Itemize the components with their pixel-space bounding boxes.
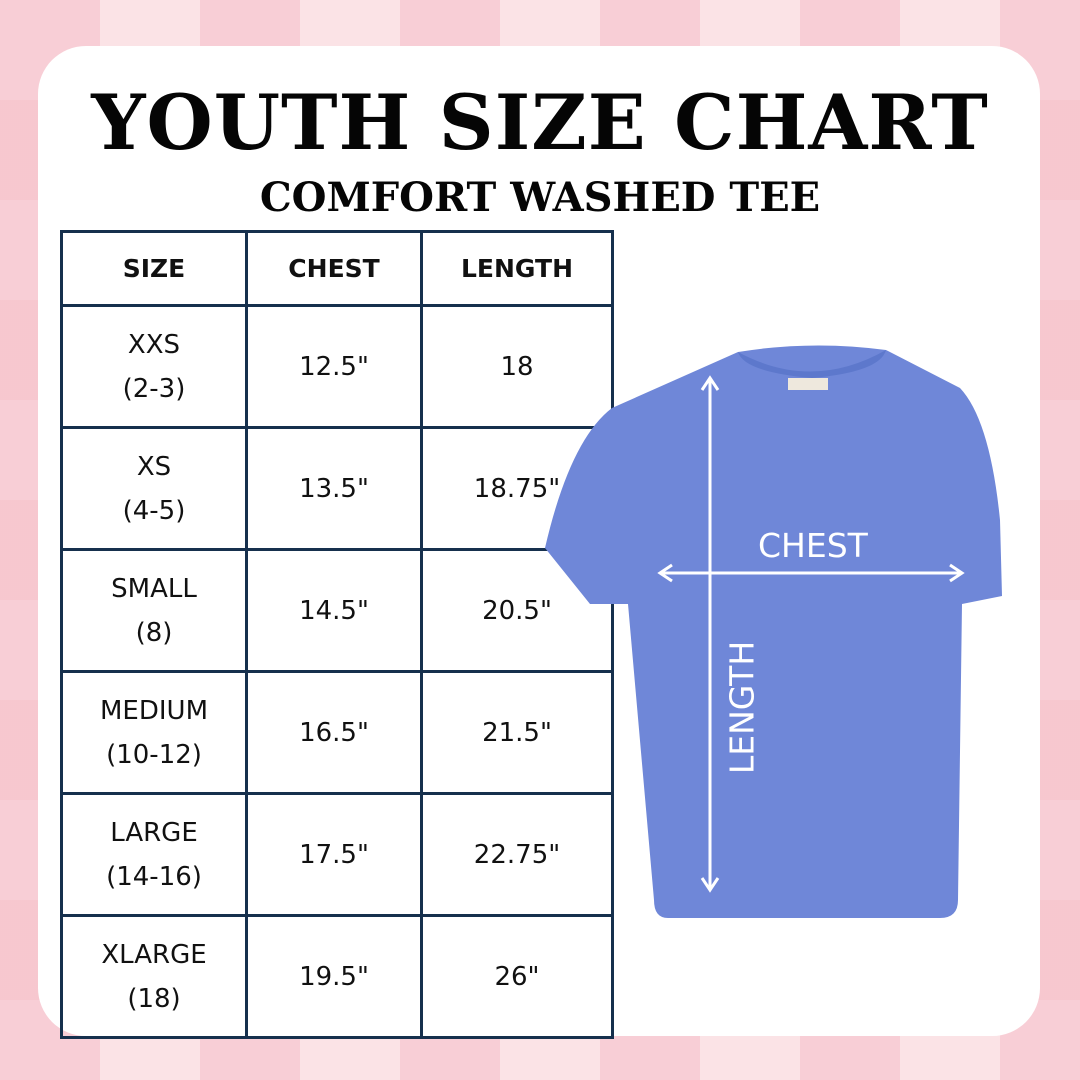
length-cell: 22.75" <box>420 792 614 917</box>
size-cell: XXS (2-3) <box>60 304 248 429</box>
size-table: SIZE CHEST LENGTH XXS (2-3) 12.5" 18 XS (4-… <box>60 230 614 1039</box>
chest-cell: 17.5" <box>245 792 423 917</box>
header-length: LENGTH <box>420 230 614 307</box>
size-name: XXS <box>127 329 181 360</box>
size-range: (18) <box>127 983 181 1014</box>
tshirt-icon <box>545 345 1002 918</box>
measure-arrows <box>657 375 965 893</box>
table-row: LARGE (14-16) 17.5" 22.75" <box>60 792 614 917</box>
size-range: (14-16) <box>106 861 202 892</box>
size-name: SMALL <box>111 573 197 604</box>
page-title: YOUTH SIZE CHART <box>91 78 989 167</box>
chest-cell: 12.5" <box>245 304 423 429</box>
size-range: (8) <box>135 617 173 648</box>
size-cell: XLARGE (18) <box>60 914 248 1039</box>
size-name: MEDIUM <box>99 695 208 726</box>
size-name: XLARGE <box>101 939 207 970</box>
chest-cell: 16.5" <box>245 670 423 795</box>
header-chest: CHEST <box>245 230 423 307</box>
size-range: (10-12) <box>106 739 202 770</box>
size-cell: XS (4-5) <box>60 426 248 551</box>
length-cell: 21.5" <box>420 670 614 795</box>
length-label: LENGTH <box>722 640 762 775</box>
table-row: XXS (2-3) 12.5" 18 <box>60 304 614 429</box>
tshirt-diagram <box>545 345 1002 918</box>
length-cell: 26" <box>420 914 614 1039</box>
size-name: XS <box>136 451 172 482</box>
chest-cell: 13.5" <box>245 426 423 551</box>
length-cell: 18 <box>420 304 614 429</box>
size-cell: MEDIUM (10-12) <box>60 670 248 795</box>
size-range: (2-3) <box>122 373 186 404</box>
header-size: SIZE <box>60 230 248 307</box>
size-cell: SMALL (8) <box>60 548 248 673</box>
chest-cell: 19.5" <box>245 914 423 1039</box>
chest-label: CHEST <box>758 526 868 565</box>
page-subtitle: COMFORT WASHED TEE <box>259 174 821 221</box>
chest-cell: 14.5" <box>245 548 423 673</box>
table-row: XLARGE (18) 19.5" 26" <box>60 914 614 1039</box>
size-name: LARGE <box>110 817 198 848</box>
size-range: (4-5) <box>122 495 186 526</box>
table-row: MEDIUM (10-12) 16.5" 21.5" <box>60 670 614 795</box>
size-cell: LARGE (14-16) <box>60 792 248 917</box>
